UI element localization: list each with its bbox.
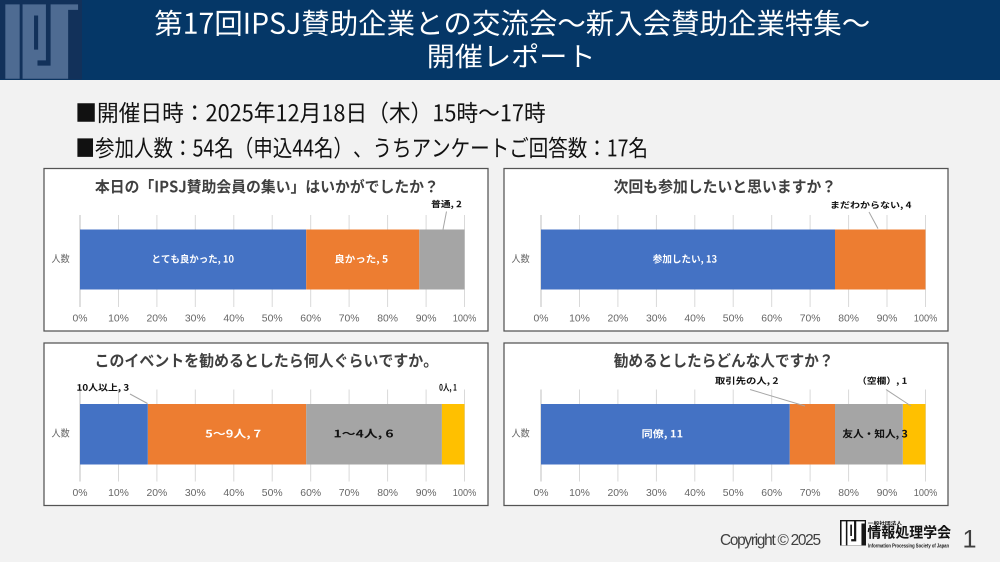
svg-text:30%: 30% — [646, 314, 667, 325]
svg-text:40%: 40% — [684, 488, 705, 499]
svg-text:40%: 40% — [223, 488, 244, 499]
svg-text:30%: 30% — [185, 488, 206, 499]
svg-text:100%: 100% — [453, 488, 477, 499]
svg-text:20%: 20% — [147, 314, 168, 325]
svg-text:30%: 30% — [185, 314, 206, 325]
svg-text:90%: 90% — [877, 314, 898, 325]
svg-text:60%: 60% — [300, 314, 321, 325]
svg-text:0%: 0% — [533, 314, 548, 325]
svg-text:50%: 50% — [262, 488, 283, 499]
svg-text:Copyright © 2025: Copyright © 2025 — [720, 532, 821, 549]
svg-text:60%: 60% — [761, 488, 782, 499]
svg-text:70%: 70% — [339, 314, 360, 325]
svg-text:100%: 100% — [914, 314, 938, 325]
svg-text:30%: 30% — [646, 488, 667, 499]
svg-text:20%: 20% — [608, 314, 629, 325]
svg-text:80%: 80% — [377, 314, 398, 325]
svg-text:80%: 80% — [838, 314, 859, 325]
svg-text:100%: 100% — [914, 488, 938, 499]
svg-text:90%: 90% — [877, 488, 898, 499]
svg-text:Information Processing Society: Information Processing Society of Japan — [868, 543, 949, 549]
svg-text:0%: 0% — [533, 488, 548, 499]
svg-text:70%: 70% — [800, 488, 821, 499]
svg-text:20%: 20% — [608, 488, 629, 499]
svg-text:90%: 90% — [416, 314, 437, 325]
svg-text:50%: 50% — [262, 314, 283, 325]
svg-text:10%: 10% — [569, 314, 590, 325]
svg-text:60%: 60% — [761, 314, 782, 325]
svg-text:40%: 40% — [684, 314, 705, 325]
svg-text:10%: 10% — [108, 488, 129, 499]
svg-text:50%: 50% — [723, 314, 744, 325]
svg-text:70%: 70% — [339, 488, 360, 499]
svg-text:70%: 70% — [800, 314, 821, 325]
svg-text:80%: 80% — [377, 488, 398, 499]
svg-text:80%: 80% — [838, 488, 859, 499]
svg-text:10%: 10% — [569, 488, 590, 499]
svg-text:0%: 0% — [72, 488, 87, 499]
svg-text:60%: 60% — [300, 488, 321, 499]
svg-text:50%: 50% — [723, 488, 744, 499]
svg-text:1: 1 — [962, 526, 976, 554]
svg-text:40%: 40% — [223, 314, 244, 325]
svg-text:90%: 90% — [416, 488, 437, 499]
svg-text:20%: 20% — [147, 488, 168, 499]
svg-text:100%: 100% — [453, 314, 477, 325]
svg-text:10%: 10% — [108, 314, 129, 325]
svg-text:0%: 0% — [72, 314, 87, 325]
